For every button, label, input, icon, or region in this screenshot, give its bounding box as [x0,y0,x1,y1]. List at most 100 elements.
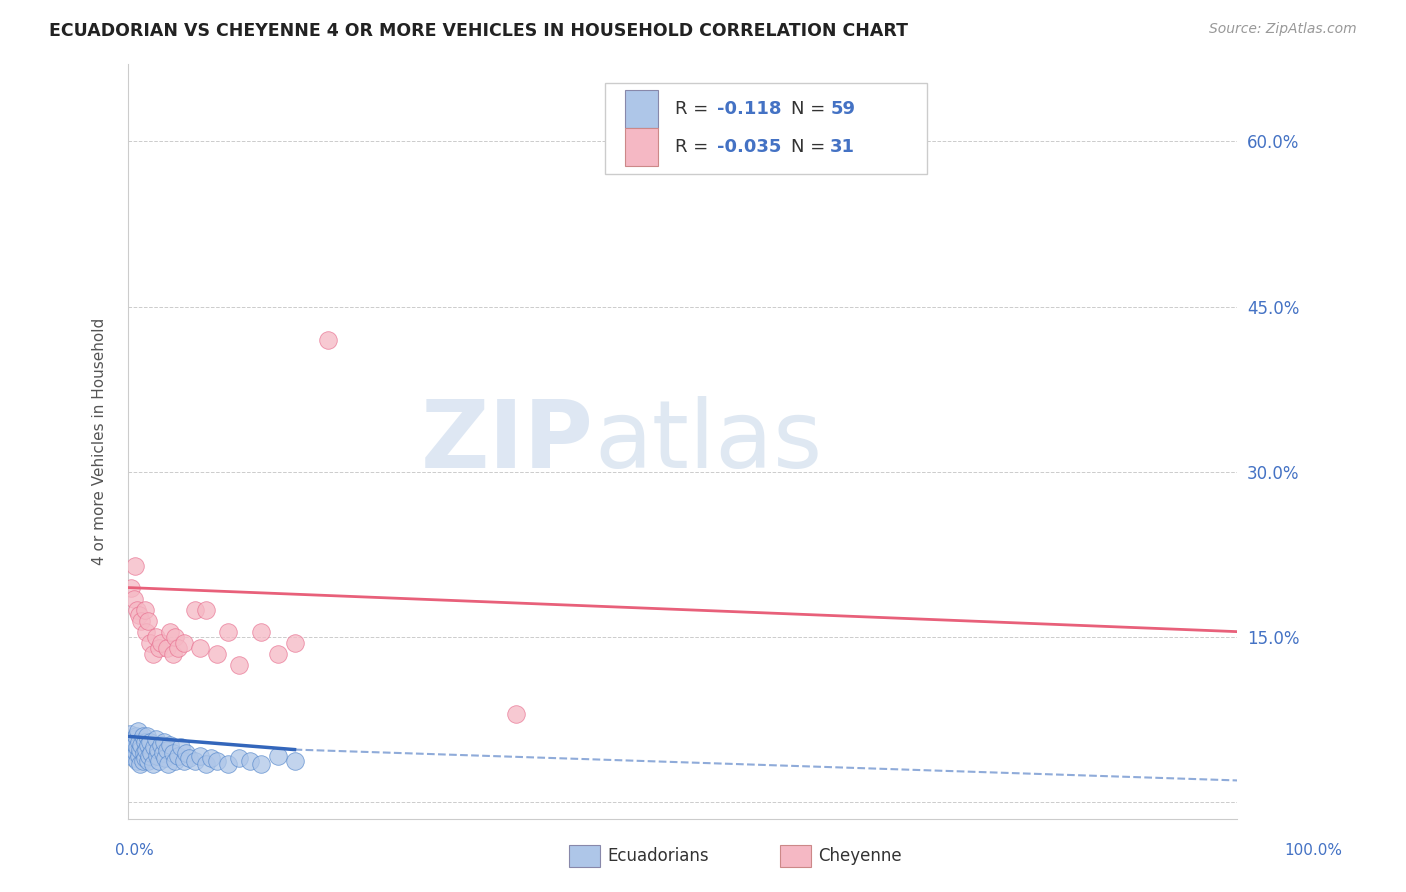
Text: 31: 31 [831,138,855,156]
Point [167,749,190,764]
Point [148,641,170,656]
Text: Source: ZipAtlas.com: Source: ZipAtlas.com [1209,22,1357,37]
Point [150,635,173,649]
Point [250,756,273,771]
Point [129,756,152,771]
Point [283,754,305,768]
Point [134,735,156,749]
Point [159,738,181,752]
Point [157,756,180,771]
Text: Cheyenne: Cheyenne [818,847,901,865]
Point [505,707,527,722]
Point [128,735,150,749]
Point [228,751,250,765]
Point [135,624,157,639]
Point [142,740,165,755]
Point [153,751,176,765]
Point [148,754,170,768]
Point [174,746,197,760]
Text: 0.0%: 0.0% [115,843,155,858]
Point [159,624,181,639]
Point [131,614,153,628]
Point [136,614,159,628]
Point [134,602,156,616]
Point [156,641,179,656]
Point [132,746,155,760]
Point [141,746,163,760]
Point [163,630,186,644]
Point [121,735,143,749]
Point [145,731,167,746]
Text: 59: 59 [831,101,855,119]
Point [134,751,156,765]
Point [150,738,173,752]
Point [136,738,159,752]
Point [127,723,149,738]
Point [283,635,305,649]
Text: N =: N = [792,138,825,156]
Point [194,602,217,616]
Point [179,751,201,765]
Text: Ecuadorians: Ecuadorians [607,847,709,865]
Point [217,624,239,639]
Point [183,754,205,768]
Point [125,730,148,744]
Point [120,727,142,741]
Text: N =: N = [792,101,825,119]
Point [188,641,211,656]
Point [122,751,145,765]
Point [129,742,152,756]
Point [125,754,148,768]
FancyBboxPatch shape [605,83,927,174]
Point [162,746,184,760]
Point [122,591,145,606]
Text: ECUADORIAN VS CHEYENNE 4 OR MORE VEHICLES IN HOUSEHOLD CORRELATION CHART: ECUADORIAN VS CHEYENNE 4 OR MORE VEHICLE… [49,22,908,40]
Point [125,602,148,616]
Point [146,742,169,756]
Text: R =: R = [675,138,714,156]
Point [122,731,145,746]
Point [156,742,179,756]
Y-axis label: 4 or more Vehicles in Household: 4 or more Vehicles in Household [93,318,107,566]
Point [173,635,195,649]
Point [163,754,186,768]
Point [217,756,239,771]
Point [138,749,160,764]
Point [250,624,273,639]
Point [183,602,205,616]
Point [131,730,153,744]
Point [170,740,193,755]
Point [146,749,169,764]
Point [135,742,157,756]
Point [139,735,162,749]
Point [142,647,165,661]
Text: -0.118: -0.118 [717,101,782,119]
Text: 100.0%: 100.0% [1285,843,1343,858]
Point [136,754,159,768]
Point [125,746,148,760]
Point [152,746,174,760]
Point [228,657,250,672]
Text: atlas: atlas [595,395,823,488]
Point [121,742,143,756]
Point [239,754,262,768]
Point [194,756,217,771]
Point [267,647,290,661]
Text: ZIP: ZIP [422,395,595,488]
Point [128,608,150,623]
Point [124,558,146,573]
Point [162,647,184,661]
Text: -0.035: -0.035 [717,138,782,156]
Point [139,635,162,649]
Point [267,749,290,764]
Point [152,735,174,749]
Point [205,754,228,768]
Point [167,641,190,656]
Point [173,754,195,768]
Point [128,749,150,764]
Point [121,581,143,595]
Point [136,730,159,744]
Point [316,333,339,347]
FancyBboxPatch shape [626,90,658,128]
Point [131,754,153,768]
